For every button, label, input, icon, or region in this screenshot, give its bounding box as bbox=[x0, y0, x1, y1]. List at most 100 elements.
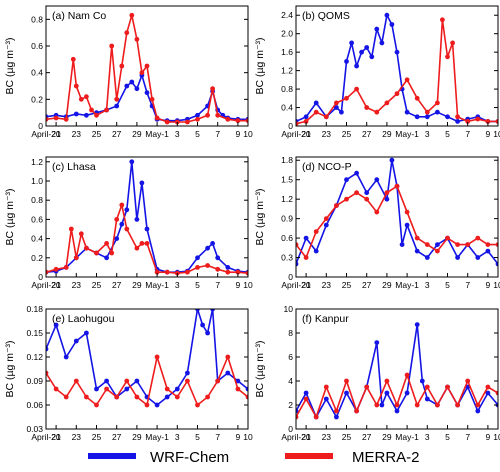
x-tick-label: 21 bbox=[301, 280, 311, 290]
series-merra bbox=[46, 353, 248, 408]
y-tick-label: 0.2 bbox=[31, 253, 43, 263]
data-point bbox=[485, 242, 491, 248]
data-point bbox=[134, 245, 140, 251]
data-point bbox=[124, 386, 130, 392]
data-point bbox=[424, 255, 430, 260]
y-tick-label: 0.8 bbox=[281, 84, 293, 94]
data-point bbox=[185, 269, 190, 275]
data-point bbox=[53, 322, 59, 328]
data-point bbox=[344, 95, 349, 101]
data-point bbox=[134, 217, 140, 222]
data-point bbox=[46, 116, 49, 122]
data-point bbox=[323, 396, 329, 402]
data-point bbox=[475, 255, 481, 260]
x-tick-label: April-20 bbox=[31, 432, 61, 442]
data-point bbox=[394, 183, 400, 189]
data-point bbox=[124, 30, 130, 36]
data-point bbox=[53, 115, 59, 121]
data-point bbox=[73, 111, 79, 117]
data-point bbox=[334, 408, 339, 414]
data-point bbox=[225, 370, 231, 376]
data-point bbox=[435, 109, 440, 115]
y-tick-label: 0.09 bbox=[26, 376, 43, 386]
data-point bbox=[139, 180, 145, 186]
y-tick-label: 6 bbox=[288, 352, 293, 362]
data-point bbox=[384, 196, 390, 202]
data-point bbox=[359, 49, 364, 55]
data-point bbox=[84, 112, 89, 118]
data-point bbox=[313, 414, 319, 420]
data-point bbox=[296, 242, 299, 247]
plot-frame bbox=[45, 156, 249, 278]
x-tick-label: 29 bbox=[382, 280, 392, 290]
y-axis-label: BC (µg m⁻³) bbox=[254, 37, 266, 94]
data-point bbox=[114, 236, 120, 242]
data-point bbox=[389, 157, 395, 163]
data-point bbox=[414, 248, 420, 254]
data-point bbox=[313, 109, 319, 115]
data-point bbox=[435, 402, 440, 408]
panel-title: (a) Nam Co bbox=[52, 10, 106, 22]
data-point bbox=[414, 322, 420, 327]
x-tick-label: 27 bbox=[112, 129, 122, 139]
x-tick-label: 23 bbox=[322, 280, 332, 290]
x-tick-label: 27 bbox=[362, 129, 372, 139]
x-tick-label: April-20 bbox=[281, 280, 311, 290]
data-point bbox=[414, 95, 420, 101]
data-point bbox=[134, 378, 140, 384]
data-point bbox=[323, 114, 329, 120]
x-tick-label: 3 bbox=[175, 280, 180, 290]
data-point bbox=[435, 248, 440, 254]
y-tick-label: 0.9 bbox=[281, 214, 293, 224]
data-point bbox=[215, 112, 221, 118]
data-point bbox=[149, 96, 155, 102]
data-point bbox=[334, 203, 339, 209]
x-tick-label: 5 bbox=[195, 280, 200, 290]
data-point bbox=[344, 177, 349, 183]
series-wrf bbox=[296, 12, 498, 124]
data-point bbox=[296, 261, 299, 267]
data-point bbox=[354, 86, 359, 92]
x-tick-label: 9 bbox=[236, 129, 241, 139]
data-point bbox=[185, 378, 190, 384]
data-point bbox=[84, 94, 89, 100]
data-point bbox=[195, 309, 200, 312]
y-tick-label: 0.4 bbox=[31, 234, 43, 244]
data-point bbox=[210, 309, 215, 312]
data-point bbox=[440, 17, 445, 23]
data-point bbox=[109, 43, 115, 49]
x-tick-label: 3 bbox=[175, 432, 180, 442]
data-point bbox=[210, 241, 216, 246]
x-tick-label: 5 bbox=[445, 432, 450, 442]
data-point bbox=[404, 109, 410, 115]
data-point bbox=[485, 384, 491, 390]
data-point bbox=[374, 26, 380, 32]
data-point bbox=[205, 394, 211, 400]
data-point bbox=[404, 209, 410, 215]
y-tick-label: 0.4 bbox=[281, 103, 293, 113]
data-point bbox=[84, 245, 89, 251]
data-point bbox=[445, 114, 450, 120]
x-tick-label: 23 bbox=[72, 280, 82, 290]
y-tick-label: 0 bbox=[38, 272, 43, 282]
data-point bbox=[124, 226, 130, 232]
data-point bbox=[104, 378, 109, 384]
x-tick-label: April-20 bbox=[31, 129, 61, 139]
y-axis-label: BC (µg m⁻³) bbox=[254, 188, 266, 245]
plot-frame bbox=[45, 5, 249, 127]
data-point bbox=[465, 119, 471, 124]
data-point bbox=[210, 86, 216, 92]
data-point bbox=[485, 390, 491, 396]
data-point bbox=[63, 354, 69, 360]
y-tick-label: 2 bbox=[288, 400, 293, 410]
x-tick-label: 29 bbox=[132, 280, 142, 290]
data-point bbox=[334, 100, 339, 106]
data-point bbox=[424, 396, 430, 402]
plot-frame bbox=[295, 308, 499, 430]
data-point bbox=[334, 105, 339, 110]
data-point bbox=[104, 386, 109, 392]
data-point bbox=[374, 209, 380, 215]
